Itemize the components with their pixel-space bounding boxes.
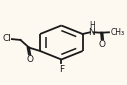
Text: H: H [89, 21, 95, 30]
Text: CH₃: CH₃ [110, 28, 125, 37]
Text: N: N [88, 28, 95, 37]
Text: Cl: Cl [2, 34, 11, 43]
Text: O: O [26, 55, 33, 64]
Text: F: F [59, 65, 64, 74]
Text: O: O [99, 40, 106, 49]
